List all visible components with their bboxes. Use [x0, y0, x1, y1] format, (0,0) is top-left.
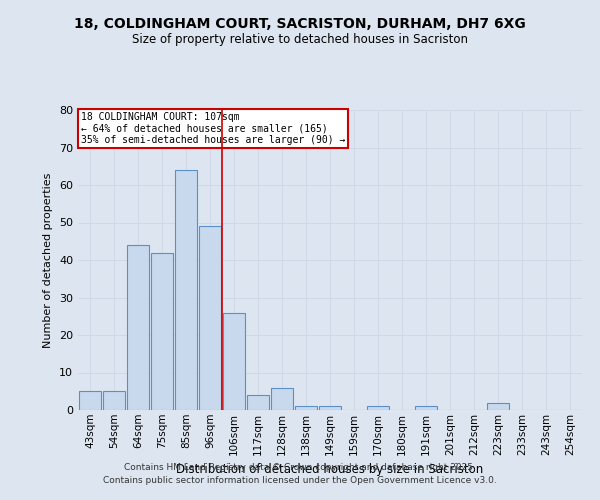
- Text: 18 COLDINGHAM COURT: 107sqm
← 64% of detached houses are smaller (165)
35% of se: 18 COLDINGHAM COURT: 107sqm ← 64% of det…: [80, 112, 345, 144]
- Bar: [415, 406, 437, 410]
- Bar: [127, 245, 149, 410]
- Bar: [175, 170, 197, 410]
- Bar: [79, 391, 101, 410]
- X-axis label: Distribution of detached houses by size in Sacriston: Distribution of detached houses by size …: [176, 463, 484, 476]
- Text: 18, COLDINGHAM COURT, SACRISTON, DURHAM, DH7 6XG: 18, COLDINGHAM COURT, SACRISTON, DURHAM,…: [74, 18, 526, 32]
- Text: Contains HM Land Registry data © Crown copyright and database right 2025.
Contai: Contains HM Land Registry data © Crown c…: [103, 464, 497, 485]
- Bar: [199, 226, 221, 410]
- Text: Size of property relative to detached houses in Sacriston: Size of property relative to detached ho…: [132, 32, 468, 46]
- Bar: [223, 312, 245, 410]
- Bar: [487, 402, 509, 410]
- Bar: [247, 395, 269, 410]
- Bar: [295, 406, 317, 410]
- Bar: [103, 391, 125, 410]
- Bar: [319, 406, 341, 410]
- Bar: [271, 388, 293, 410]
- Y-axis label: Number of detached properties: Number of detached properties: [43, 172, 53, 348]
- Bar: [151, 252, 173, 410]
- Bar: [367, 406, 389, 410]
